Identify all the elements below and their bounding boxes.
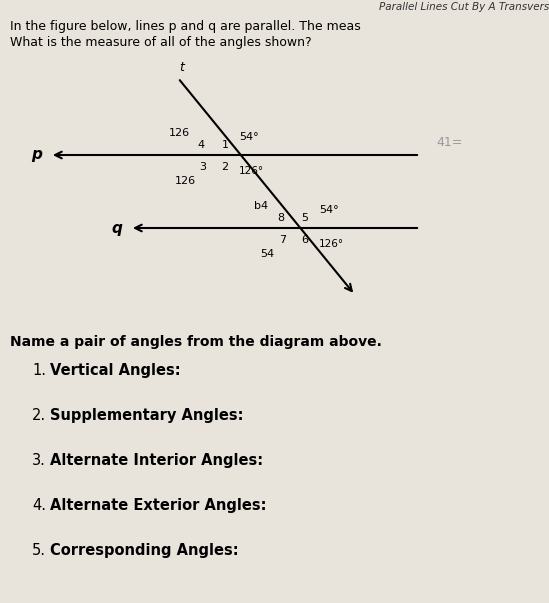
Text: 1.: 1. [32,363,46,378]
Text: 7: 7 [279,235,287,245]
Text: 54°: 54° [319,205,339,215]
Text: 4.: 4. [32,498,46,513]
Text: 126°: 126° [238,166,264,176]
Text: 54: 54 [260,249,274,259]
Text: 3: 3 [199,162,206,172]
Text: q: q [111,221,122,236]
Text: 126: 126 [169,128,189,138]
Text: 126: 126 [175,176,195,186]
Text: What is the measure of all of the angles shown?: What is the measure of all of the angles… [10,36,312,49]
Text: Alternate Exterior Angles:: Alternate Exterior Angles: [50,498,266,513]
Text: 126°: 126° [318,239,344,249]
Text: 54°: 54° [239,132,259,142]
Text: p: p [31,148,42,162]
Text: In the figure below, lines p and q are parallel. The meas: In the figure below, lines p and q are p… [10,20,361,33]
Text: 8: 8 [277,213,284,223]
Text: Name a pair of angles from the diagram above.: Name a pair of angles from the diagram a… [10,335,382,349]
Text: 5: 5 [301,213,309,223]
Text: 2.: 2. [32,408,46,423]
Text: 1: 1 [221,140,228,150]
Text: Alternate Interior Angles:: Alternate Interior Angles: [50,453,263,468]
Text: Vertical Angles:: Vertical Angles: [50,363,186,378]
Text: 41=: 41= [436,136,462,150]
Text: Supplementary Angles:: Supplementary Angles: [50,408,244,423]
Text: Corresponding Angles:: Corresponding Angles: [50,543,239,558]
Text: b4: b4 [254,201,268,211]
Text: 6: 6 [301,235,309,245]
Text: t: t [179,61,184,74]
Text: 3.: 3. [32,453,46,468]
Text: Parallel Lines Cut By A Transvers: Parallel Lines Cut By A Transvers [379,2,549,12]
Text: 2: 2 [221,162,228,172]
Text: 4: 4 [198,140,205,150]
Text: 5.: 5. [32,543,46,558]
